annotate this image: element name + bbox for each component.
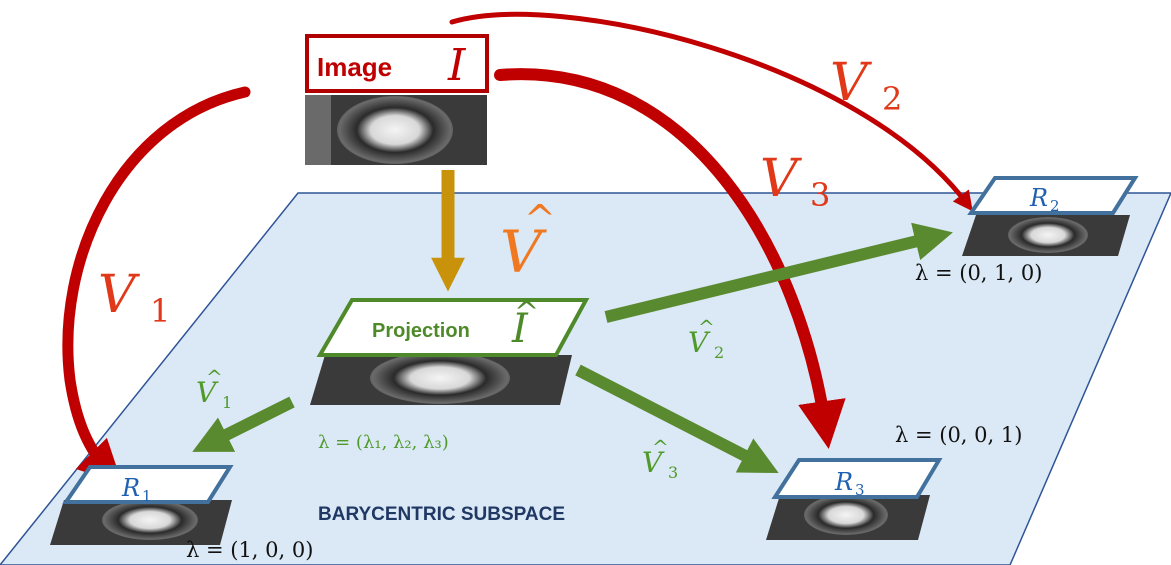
- r3-sub: 3: [855, 481, 865, 499]
- vhat1-sub: 1: [222, 393, 232, 412]
- vhat2-hat: ^: [698, 315, 715, 339]
- r2-thumbnail: [962, 215, 1130, 256]
- r3-lambda: λ = (0, 0, 1): [895, 423, 1022, 447]
- vhat3-hat: ^: [652, 435, 669, 459]
- vhat3-sub: 3: [668, 463, 678, 482]
- v1-sub: 1: [150, 292, 170, 330]
- projection-label: Projection: [372, 320, 470, 342]
- r3-symbol: R: [834, 468, 853, 496]
- r1-sub: 1: [142, 487, 152, 505]
- vhat-hat: ^: [524, 197, 556, 241]
- v2-sub: 2: [882, 80, 902, 118]
- vhat2-sub: 2: [714, 343, 724, 362]
- image-symbol: I: [447, 40, 467, 91]
- r2-sub: 2: [1050, 197, 1060, 215]
- projection-hat: ^: [514, 295, 539, 330]
- projection-thumbnail: [310, 352, 572, 405]
- image-label: Image: [317, 52, 392, 82]
- projection-lambda: λ = (λ₁, λ₂, λ₃): [318, 432, 449, 453]
- r1-symbol: R: [121, 474, 140, 502]
- image-thumbnail: [305, 95, 487, 165]
- v1-symbol: V: [98, 265, 140, 325]
- v3-symbol: V: [760, 149, 802, 209]
- r1-lambda: λ = (1, 0, 0): [186, 538, 313, 562]
- v2-symbol: V: [830, 53, 872, 113]
- vhat1-hat: ^: [206, 365, 223, 389]
- r3-thumbnail: [766, 495, 930, 540]
- r2-lambda: λ = (0, 1, 0): [915, 261, 1042, 285]
- v3-sub: 3: [810, 176, 830, 214]
- r2-symbol: R: [1029, 184, 1048, 212]
- subspace-label: BARYCENTRIC SUBSPACE: [318, 504, 565, 525]
